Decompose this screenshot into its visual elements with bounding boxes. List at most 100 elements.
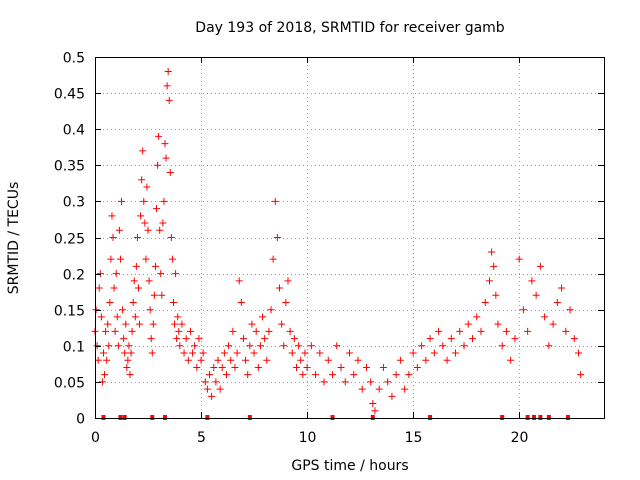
data-point	[163, 82, 171, 90]
data-point	[140, 197, 148, 205]
data-point	[130, 277, 138, 285]
data-point	[197, 356, 205, 364]
data-point	[488, 248, 496, 256]
data-point	[469, 335, 477, 343]
chart-title: Day 193 of 2018, SRMTID for receiver gam…	[195, 20, 505, 36]
data-point	[137, 212, 145, 220]
data-point	[227, 356, 235, 364]
y-tick-label: 0	[76, 412, 85, 428]
x-tick-label: 5	[197, 430, 206, 446]
data-point	[195, 335, 203, 343]
data-point	[184, 356, 192, 364]
data-point	[320, 378, 328, 386]
data-point	[239, 335, 247, 343]
gap-marker	[205, 415, 210, 420]
data-point	[452, 349, 460, 357]
data-point	[545, 342, 553, 350]
data-point	[473, 313, 481, 321]
data-point	[231, 363, 239, 371]
data-point	[180, 349, 188, 357]
data-point	[346, 349, 353, 357]
data-point	[110, 284, 118, 292]
data-point	[229, 327, 237, 335]
data-point	[123, 363, 131, 371]
data-series	[91, 67, 585, 415]
data-point	[369, 400, 377, 408]
data-point	[566, 306, 574, 314]
data-point	[541, 313, 549, 321]
data-point	[290, 335, 298, 343]
data-point	[379, 363, 387, 371]
data-point	[126, 371, 134, 379]
data-point	[447, 335, 455, 343]
data-point	[101, 371, 109, 379]
data-point	[138, 176, 146, 184]
data-point	[528, 277, 536, 285]
data-point	[303, 363, 311, 371]
gap-marker	[330, 415, 335, 420]
data-point	[201, 378, 209, 386]
gap-marker	[118, 415, 123, 420]
data-point	[329, 371, 337, 379]
data-point	[134, 284, 142, 292]
data-point	[169, 298, 177, 306]
data-point	[481, 298, 489, 306]
data-point	[108, 212, 116, 220]
data-point	[93, 342, 101, 350]
x-tick-label: 15	[405, 430, 423, 446]
data-point	[176, 342, 184, 350]
data-point	[464, 320, 472, 328]
data-point	[269, 255, 277, 263]
y-tick-label: 0.3	[63, 195, 85, 211]
data-point	[286, 327, 294, 335]
x-tick-label: 20	[511, 430, 529, 446]
data-point	[396, 356, 404, 364]
data-point	[165, 96, 173, 104]
data-point	[273, 234, 281, 241]
data-point	[127, 349, 135, 357]
gap-marker	[500, 415, 505, 420]
data-point	[418, 342, 426, 350]
data-point	[577, 371, 585, 379]
data-point	[263, 356, 271, 364]
data-point	[271, 197, 279, 205]
data-point	[92, 306, 100, 314]
data-point	[96, 270, 104, 278]
data-point	[256, 342, 264, 350]
data-point	[193, 363, 201, 371]
data-point	[142, 255, 150, 263]
data-point	[301, 349, 309, 357]
data-point	[119, 306, 127, 314]
gap-marker	[565, 415, 570, 420]
data-point	[129, 298, 137, 306]
data-point	[107, 255, 115, 263]
y-tick-label: 0.35	[54, 159, 85, 175]
data-point	[494, 320, 502, 328]
data-point	[371, 407, 379, 415]
data-point	[98, 378, 106, 386]
data-point	[172, 270, 180, 278]
gap-marker	[162, 415, 167, 420]
data-point	[354, 356, 362, 364]
x-axis-label: GPS time / hours	[291, 458, 408, 474]
x-tick-label: 0	[91, 430, 100, 446]
data-point	[161, 140, 169, 148]
data-point	[413, 363, 421, 371]
data-point	[149, 320, 157, 328]
data-point	[558, 284, 566, 292]
data-point	[154, 161, 162, 169]
data-point	[456, 327, 464, 335]
data-point	[97, 313, 105, 321]
data-point	[167, 234, 175, 241]
data-point	[124, 356, 132, 364]
y-tick-label: 0.25	[54, 232, 85, 248]
data-point	[182, 335, 190, 343]
data-point	[147, 335, 155, 343]
data-point	[384, 378, 392, 386]
data-point	[337, 363, 345, 371]
data-point	[477, 327, 485, 335]
data-point	[153, 205, 161, 213]
data-point	[132, 262, 140, 270]
data-point	[242, 356, 250, 364]
